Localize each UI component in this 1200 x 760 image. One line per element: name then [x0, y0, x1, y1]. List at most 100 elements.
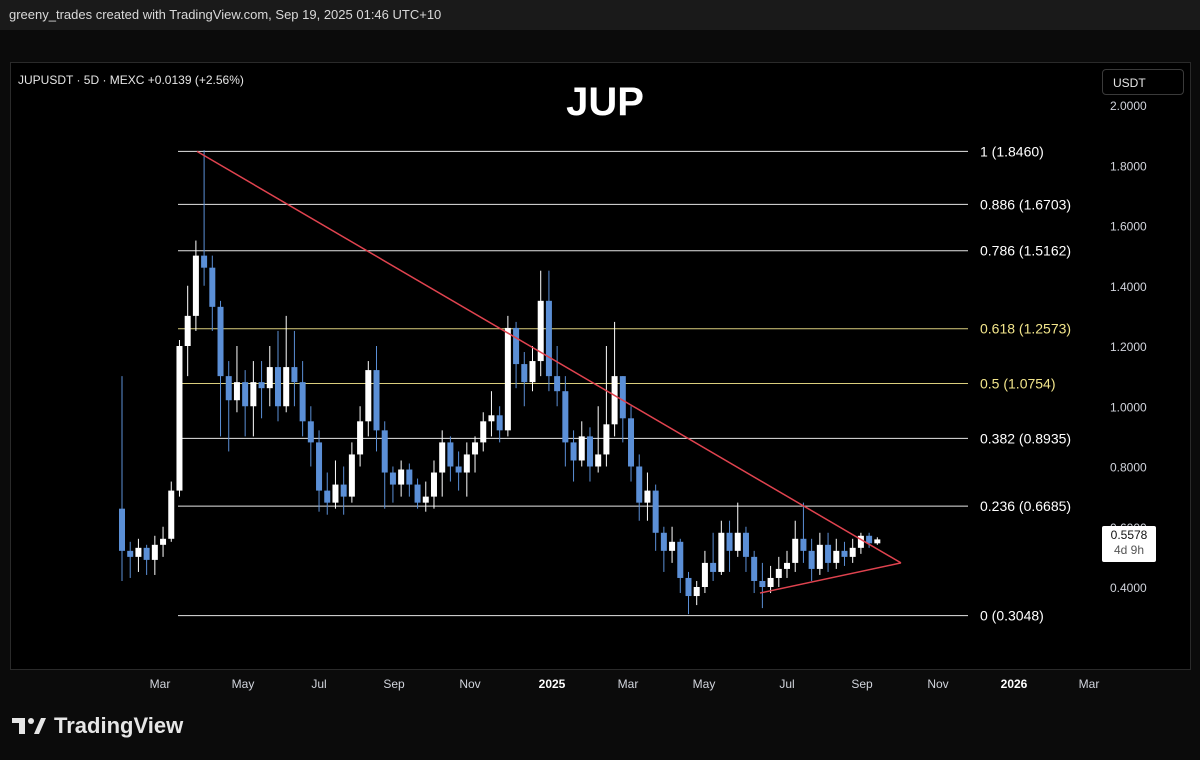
candle-body-62 — [628, 418, 635, 467]
candle-body-28 — [348, 454, 355, 497]
candle-body-29 — [357, 421, 364, 455]
candle-body-24 — [316, 442, 323, 491]
candles — [119, 150, 881, 615]
x-tick-12: Mar — [1079, 677, 1100, 691]
last-price-label: 0.5578 4d 9h — [1102, 526, 1156, 562]
y-tick-3: 1.4000 — [1110, 280, 1147, 294]
candle-body-86 — [825, 544, 832, 563]
fib-label-2: 0.786 (1.5162) — [980, 243, 1071, 259]
candle-body-42 — [463, 454, 470, 473]
price-axis: 2.0000 1.8000 1.6000 1.4000 1.2000 1.0000 0.80… — [1110, 99, 1147, 595]
candle-body-47 — [504, 327, 511, 431]
candle-body-50 — [529, 361, 536, 383]
candle-body-89 — [849, 547, 856, 557]
candle-body-32 — [381, 430, 388, 473]
x-tick-5: 2025 — [539, 677, 566, 691]
candle-body-70 — [693, 587, 700, 597]
candle-body-69 — [685, 577, 692, 597]
x-tick-3: Sep — [383, 677, 405, 691]
candle-body-57 — [586, 436, 593, 467]
candle-body-88 — [841, 550, 848, 557]
fib-label-0: 1 (1.8460) — [980, 143, 1044, 159]
candle-body-30 — [365, 370, 372, 422]
candle-body-35 — [406, 469, 413, 485]
candle-body-67 — [669, 541, 676, 551]
brand-name: TradingView — [54, 713, 184, 738]
candle-body-37 — [422, 496, 429, 503]
candle-body-75 — [734, 532, 741, 551]
candle-body-17 — [258, 382, 265, 389]
fib-label-6: 0.236 (0.6685) — [980, 498, 1071, 514]
x-tick-11: 2026 — [1001, 677, 1028, 691]
y-tick-4: 1.2000 — [1110, 340, 1147, 354]
candle-body-25 — [324, 490, 331, 503]
candle-body-39 — [439, 442, 446, 473]
y-tick-6: 0.8000 — [1110, 461, 1147, 475]
candle-body-72 — [710, 562, 717, 572]
candle-body-2 — [135, 547, 142, 557]
candle-body-15 — [242, 382, 249, 407]
candle-body-49 — [521, 364, 528, 383]
tradingview-logo: TradingView — [12, 713, 183, 739]
fib-label-1: 0.886 (1.6703) — [980, 196, 1071, 212]
candle-body-8 — [184, 315, 191, 346]
candle-body-46 — [496, 415, 503, 431]
y-tick-2: 1.6000 — [1110, 220, 1147, 234]
bar-countdown: 4d 9h — [1113, 543, 1145, 557]
candle-body-82 — [792, 538, 799, 563]
candle-body-80 — [775, 568, 782, 578]
candle-body-66 — [660, 532, 667, 551]
x-tick-7: May — [693, 677, 716, 691]
candle-body-48 — [513, 327, 520, 365]
y-tick-8: 0.4000 — [1110, 581, 1147, 595]
y-tick-5: 1.0000 — [1110, 400, 1147, 414]
fib-label-3: 0.618 (1.2573) — [980, 321, 1071, 337]
candle-body-41 — [455, 466, 462, 473]
candle-body-65 — [652, 490, 659, 533]
candle-body-85 — [816, 544, 823, 569]
chart-frame[interactable] — [10, 62, 1191, 670]
candle-body-4 — [151, 544, 158, 560]
top-caption-bar: greeny_trades created with TradingView.c… — [0, 0, 1200, 30]
candle-body-55 — [570, 442, 577, 461]
candle-body-27 — [340, 484, 347, 497]
candle-body-5 — [160, 538, 167, 545]
candle-body-22 — [299, 382, 306, 422]
candle-body-63 — [636, 466, 643, 503]
candle-body-40 — [447, 442, 454, 467]
x-tick-4: Nov — [459, 677, 480, 691]
candle-body-31 — [373, 370, 380, 431]
tradingview-logo-icon — [12, 718, 46, 734]
candle-body-14 — [233, 382, 240, 401]
candle-body-19 — [274, 367, 281, 407]
candle-body-38 — [430, 472, 437, 497]
candle-body-78 — [759, 580, 766, 587]
candle-body-26 — [332, 484, 339, 503]
candle-body-11 — [209, 267, 216, 307]
currency-selector[interactable]: USDT — [1102, 69, 1184, 95]
candle-body-20 — [283, 367, 290, 407]
candle-body-87 — [833, 550, 840, 563]
candle-body-74 — [726, 532, 733, 551]
candle-body-68 — [677, 541, 684, 578]
last-price-value: 0.5578 — [1110, 528, 1148, 542]
x-tick-10: Nov — [927, 677, 948, 691]
candle-body-13 — [225, 376, 232, 401]
candle-body-60 — [611, 376, 618, 425]
candle-body-0 — [119, 508, 125, 551]
candle-body-81 — [784, 562, 791, 569]
candle-body-79 — [767, 577, 774, 587]
candle-body-44 — [480, 421, 487, 443]
fib-label-5: 0.382 (0.8935) — [980, 430, 1071, 446]
candle-body-43 — [472, 442, 479, 455]
x-tick-8: Jul — [779, 677, 794, 691]
x-tick-0: Mar — [150, 677, 171, 691]
x-tick-1: May — [232, 677, 255, 691]
candle-body-73 — [718, 532, 725, 572]
trendlines — [196, 150, 902, 594]
candle-body-76 — [742, 532, 749, 557]
fib-levels: 1 (1.8460) 0.886 (1.6703) 0.786 (1.5162) 0.… — [178, 143, 1071, 624]
candle-body-36 — [414, 484, 421, 503]
candle-body-45 — [488, 415, 495, 422]
